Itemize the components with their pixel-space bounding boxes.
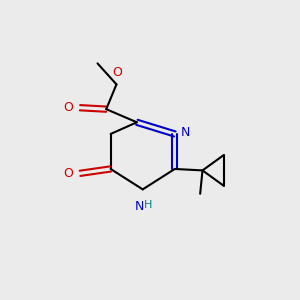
Text: N: N	[181, 126, 190, 139]
Text: H: H	[144, 200, 152, 210]
Text: O: O	[64, 101, 74, 114]
Text: O: O	[64, 167, 74, 180]
Text: N: N	[134, 200, 144, 213]
Text: O: O	[112, 66, 122, 79]
